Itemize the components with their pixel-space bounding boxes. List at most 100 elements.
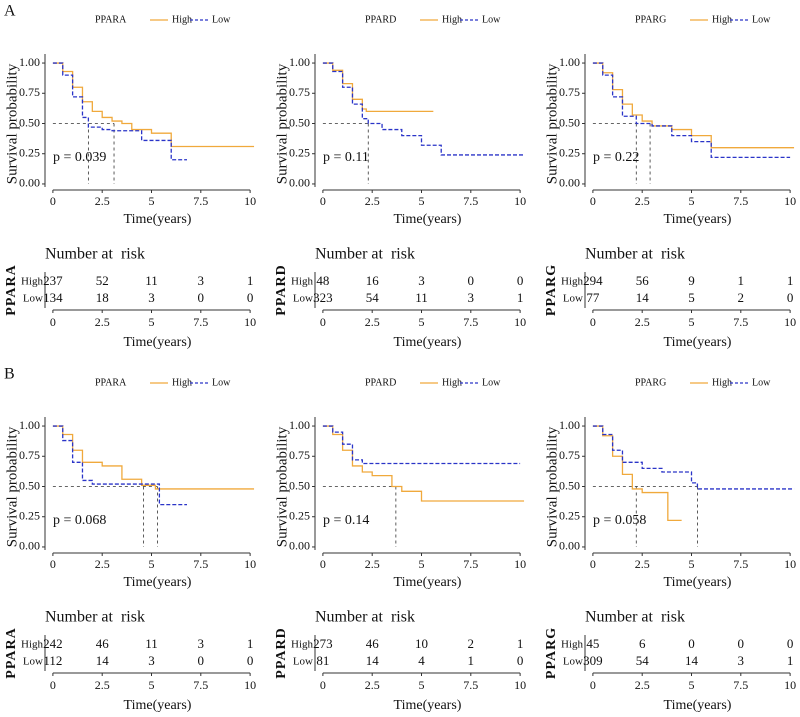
- risk-x-axis-label: Time(years): [124, 698, 192, 713]
- risk-title: Number at risk: [315, 609, 415, 626]
- x-tick-label: 10: [784, 557, 796, 571]
- legend-label: High: [712, 377, 732, 388]
- risk-count: 56: [636, 273, 650, 288]
- x-axis-label: Time(years): [394, 212, 462, 227]
- y-tick-label: 1.00: [289, 55, 310, 69]
- risk-y-label: PPARG: [544, 264, 559, 316]
- risk-x-tick-label: 0: [320, 315, 326, 329]
- risk-x-tick-label: 7.5: [463, 678, 478, 692]
- risk-count: 1: [738, 273, 745, 288]
- y-tick-label: 0.00: [559, 539, 580, 553]
- x-axis-label: Time(years): [664, 212, 732, 227]
- legend-label: Low: [752, 14, 771, 25]
- risk-x-tick-label: 10: [784, 315, 796, 329]
- x-tick-label: 7.5: [193, 194, 208, 208]
- risk-x-tick-label: 0: [50, 678, 56, 692]
- legend-title: PPARA: [95, 14, 127, 25]
- legend-title: PPARG: [635, 377, 666, 388]
- risk-x-tick-label: 7.5: [193, 678, 208, 692]
- y-tick-label: 0.50: [559, 115, 580, 129]
- risk-count: 48: [316, 273, 329, 288]
- risk-count: 1: [247, 636, 254, 651]
- legend-label: Low: [212, 14, 231, 25]
- x-tick-label: 0: [590, 557, 596, 571]
- y-tick-label: 0.25: [19, 145, 40, 159]
- risk-count: 0: [688, 636, 695, 651]
- x-tick-label: 2.5: [365, 194, 380, 208]
- risk-x-axis-label: Time(years): [394, 698, 462, 713]
- x-tick-label: 2.5: [365, 557, 380, 571]
- risk-count: 54: [366, 290, 380, 305]
- legend-label: High: [172, 377, 192, 388]
- y-tick-label: 0.00: [289, 539, 310, 553]
- y-tick-label: 1.00: [289, 418, 310, 432]
- risk-count: 16: [366, 273, 380, 288]
- y-tick-label: 1.00: [19, 418, 40, 432]
- risk-x-tick-label: 5: [149, 678, 155, 692]
- risk-count: 81: [316, 653, 329, 668]
- x-tick-label: 0: [50, 194, 56, 208]
- survival-curve: [592, 62, 791, 159]
- risk-x-tick-label: 10: [244, 315, 256, 329]
- x-tick-label: 7.5: [733, 194, 748, 208]
- risk-y-label: PPARA: [4, 627, 19, 678]
- y-tick-label: 0.50: [559, 478, 580, 492]
- risk-count: 3: [738, 653, 745, 668]
- survival-curve: [322, 425, 521, 465]
- y-tick-label: 0.00: [559, 176, 580, 190]
- y-tick-label: 0.00: [19, 176, 40, 190]
- risk-count: 11: [415, 290, 428, 305]
- y-tick-label: 0.75: [289, 448, 310, 462]
- risk-x-axis-label: Time(years): [664, 335, 732, 350]
- risk-count: 0: [468, 273, 475, 288]
- y-axis-label: Survival probability: [274, 426, 290, 547]
- risk-count: 237: [43, 273, 63, 288]
- legend-label: Low: [482, 377, 501, 388]
- risk-x-tick-label: 10: [514, 678, 526, 692]
- x-tick-label: 2.5: [95, 194, 110, 208]
- y-tick-label: 0.50: [19, 115, 40, 129]
- risk-count: 3: [148, 290, 155, 305]
- risk-x-tick-label: 10: [514, 315, 526, 329]
- y-tick-label: 1.00: [559, 418, 580, 432]
- risk-x-tick-label: 5: [419, 315, 425, 329]
- y-tick-label: 0.25: [559, 145, 580, 159]
- risk-count: 45: [586, 636, 599, 651]
- risk-count: 77: [586, 290, 600, 305]
- y-tick-label: 0.50: [19, 478, 40, 492]
- risk-count: 4: [418, 653, 425, 668]
- y-tick-label: 0.00: [289, 176, 310, 190]
- risk-title: Number at risk: [315, 246, 415, 263]
- y-tick-label: 1.00: [559, 55, 580, 69]
- risk-stratum: Low: [293, 656, 313, 668]
- y-tick-label: 0.50: [289, 478, 310, 492]
- x-tick-label: 10: [244, 557, 256, 571]
- risk-x-tick-label: 7.5: [463, 315, 478, 329]
- p-value: p = 0.058: [593, 513, 646, 528]
- x-tick-label: 0: [590, 194, 596, 208]
- survival-curve: [322, 62, 525, 156]
- legend-label: Low: [482, 14, 501, 25]
- risk-count: 309: [583, 653, 603, 668]
- risk-count: 0: [738, 636, 745, 651]
- x-tick-label: 5: [689, 194, 695, 208]
- x-tick-label: 2.5: [635, 557, 650, 571]
- risk-count: 5: [688, 290, 695, 305]
- risk-stratum: Low: [23, 293, 43, 305]
- risk-count: 11: [145, 636, 158, 651]
- survival-curve: [592, 425, 795, 490]
- risk-x-axis-label: Time(years): [664, 698, 732, 713]
- x-tick-label: 5: [149, 194, 155, 208]
- x-tick-label: 7.5: [463, 194, 478, 208]
- y-tick-label: 0.75: [19, 85, 40, 99]
- risk-stratum: High: [21, 639, 44, 651]
- risk-count: 14: [96, 653, 110, 668]
- y-tick-label: 0.75: [289, 85, 310, 99]
- risk-count: 1: [468, 653, 475, 668]
- risk-x-axis-label: Time(years): [124, 335, 192, 350]
- risk-count: 112: [43, 653, 62, 668]
- risk-y-label: PPARA: [4, 264, 19, 315]
- panel-label: B: [4, 366, 15, 383]
- risk-y-label: PPARG: [544, 627, 559, 679]
- risk-count: 14: [636, 290, 650, 305]
